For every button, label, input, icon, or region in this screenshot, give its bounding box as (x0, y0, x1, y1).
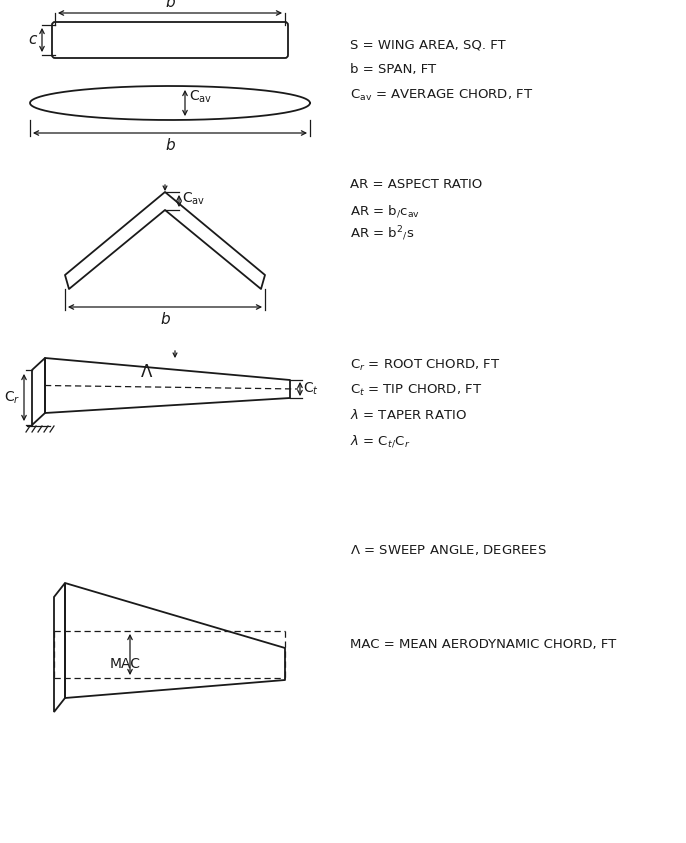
Text: b: b (165, 0, 175, 10)
Text: C$_t$: C$_t$ (303, 381, 319, 397)
Text: $\lambda$ = C$_t$$_{\mathsf{/}}$C$_r$: $\lambda$ = C$_t$$_{\mathsf{/}}$C$_r$ (350, 433, 410, 448)
Text: MAC = MEAN AERODYNAMIC CHORD, FT: MAC = MEAN AERODYNAMIC CHORD, FT (350, 638, 616, 651)
Text: C$_t$ = TIP CHORD, FT: C$_t$ = TIP CHORD, FT (350, 383, 482, 398)
Text: c: c (29, 33, 37, 47)
Text: b = SPAN, FT: b = SPAN, FT (350, 63, 436, 76)
Text: C$_{\mathsf{av}}$: C$_{\mathsf{av}}$ (182, 191, 205, 207)
Text: $\Lambda$ = SWEEP ANGLE, DEGREES: $\Lambda$ = SWEEP ANGLE, DEGREES (350, 543, 547, 557)
Text: AR = b$_{\mathsf{/}}$c$_{\mathsf{av}}$: AR = b$_{\mathsf{/}}$c$_{\mathsf{av}}$ (350, 203, 420, 218)
Text: C$_{\mathsf{av}}$: C$_{\mathsf{av}}$ (189, 89, 212, 105)
Text: AR = ASPECT RATIO: AR = ASPECT RATIO (350, 178, 482, 191)
Text: b: b (161, 312, 170, 327)
Text: C$_r$ = ROOT CHORD, FT: C$_r$ = ROOT CHORD, FT (350, 358, 501, 373)
Text: C$_r$: C$_r$ (3, 389, 20, 405)
Text: MAC: MAC (110, 658, 141, 672)
Text: b: b (165, 138, 175, 153)
Text: $\lambda$ = TAPER RATIO: $\lambda$ = TAPER RATIO (350, 408, 467, 422)
Text: $\Lambda$: $\Lambda$ (140, 363, 153, 381)
Text: AR = b$^{\mathsf{2}}$$_{\mathsf{/}}$s: AR = b$^{\mathsf{2}}$$_{\mathsf{/}}$s (350, 225, 414, 244)
Text: S = WING AREA, SQ. FT: S = WING AREA, SQ. FT (350, 38, 506, 51)
Text: C$_{\mathsf{av}}$ = AVERAGE CHORD, FT: C$_{\mathsf{av}}$ = AVERAGE CHORD, FT (350, 88, 533, 103)
